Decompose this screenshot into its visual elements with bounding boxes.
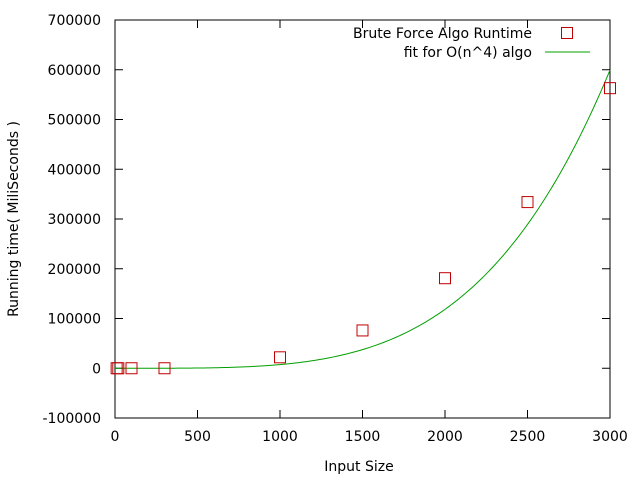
y-tick-label: 0 — [92, 361, 101, 377]
x-axis-label: Input Size — [324, 459, 393, 475]
x-tick-label: 1000 — [262, 429, 298, 445]
legend: Brute Force Algo Runtime fit for O(n^4) a… — [353, 26, 590, 61]
y-axis-ticks: -100000 0 100000 200000 300000 400000 500000 60… — [43, 13, 610, 427]
x-tick-label: 3000 — [592, 429, 628, 445]
data-point — [158, 362, 171, 375]
y-tick-label: -100000 — [43, 411, 102, 427]
data-point — [356, 324, 369, 337]
x-tick-label: 1500 — [345, 429, 381, 445]
y-tick-label: 600000 — [48, 63, 101, 79]
x-tick-label: 2000 — [427, 429, 463, 445]
data-point — [274, 351, 286, 364]
data-point — [112, 362, 125, 375]
y-tick-label: 300000 — [48, 212, 101, 228]
legend-label-runtime: Brute Force Algo Runtime — [353, 26, 532, 42]
y-tick-label: 700000 — [48, 13, 101, 29]
data-point — [439, 272, 451, 285]
y-tick-label: 500000 — [48, 113, 101, 129]
data-point — [604, 82, 616, 95]
y-axis-label: Running time( MiliSeconds ) — [6, 121, 22, 317]
plot-frame — [114, 19, 611, 419]
x-tick-label: 2500 — [510, 429, 546, 445]
y-tick-label: 400000 — [48, 162, 101, 178]
data-point — [125, 362, 138, 375]
y-tick-label: 100000 — [48, 312, 101, 328]
legend-marker-square — [561, 27, 573, 39]
x-axis-ticks: 0 500 1000 1500 2000 2500 3000 — [111, 20, 628, 445]
x-tick-label: 0 — [111, 429, 120, 445]
series-layer — [110, 69, 616, 375]
x-tick-label: 500 — [184, 429, 211, 445]
fit-curve — [115, 69, 611, 369]
data-point — [521, 196, 534, 209]
y-tick-label: 200000 — [48, 262, 101, 278]
legend-label-fit: fit for O(n^4) algo — [404, 45, 532, 61]
